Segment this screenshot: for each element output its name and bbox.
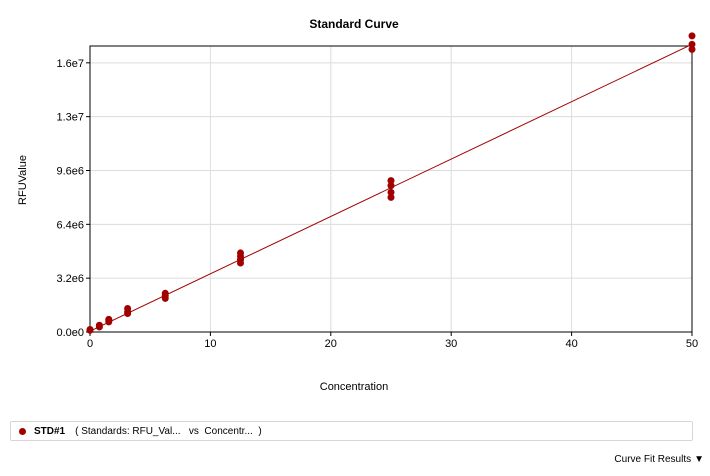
data-point xyxy=(688,45,696,53)
legend: STD#1 ( Standards: RFU_Val... vs Concent… xyxy=(10,421,693,441)
circle-marker-icon xyxy=(19,427,26,435)
data-point xyxy=(105,315,113,323)
y-tick-label: 9.6e6 xyxy=(56,165,84,177)
data-points xyxy=(86,32,696,334)
legend-series-name: STD#1 xyxy=(34,425,66,437)
data-point xyxy=(86,325,94,333)
data-point xyxy=(688,40,696,48)
curve-fit-results-dropdown[interactable]: Curve Fit Results ▼ xyxy=(614,454,704,465)
data-point xyxy=(387,182,395,190)
data-point xyxy=(688,32,696,40)
x-tick-label: 10 xyxy=(204,338,216,350)
x-tick-label: 0 xyxy=(87,338,93,350)
y-axis-label: RFUValue xyxy=(17,155,29,205)
y-tick-label: 3.2e6 xyxy=(56,273,84,285)
plot-area xyxy=(89,45,693,333)
x-axis-label: Concentration xyxy=(320,381,389,393)
axis-ticks: 0 10 20 30 40 50 0.0e0 3.2e6 6.4e6 9.6e6 1.3e7 1.6e… xyxy=(56,58,698,350)
data-point xyxy=(387,177,395,185)
y-tick-label: 1.6e7 xyxy=(56,58,84,70)
x-tick-label: 20 xyxy=(325,338,337,350)
data-point xyxy=(387,193,395,201)
data-point xyxy=(161,289,169,297)
y-tick-label: 0.0e0 xyxy=(56,327,84,339)
x-tick-label: 50 xyxy=(686,338,698,350)
y-tick-label: 1.3e7 xyxy=(56,112,84,124)
data-point xyxy=(95,321,103,329)
y-tick-label: 6.4e6 xyxy=(56,219,84,231)
x-tick-label: 30 xyxy=(445,338,457,350)
chart-title: Standard Curve xyxy=(309,17,399,31)
x-tick-label: 40 xyxy=(565,338,577,350)
triangle-down-icon: ▼ xyxy=(694,454,704,465)
data-point xyxy=(124,304,132,312)
data-point xyxy=(237,249,244,257)
data-point xyxy=(387,188,395,196)
curve-fit-results-label: Curve Fit Results xyxy=(614,454,692,465)
legend-series-description: ( Standards: RFU_Val... vs Concentr... ) xyxy=(75,425,262,437)
